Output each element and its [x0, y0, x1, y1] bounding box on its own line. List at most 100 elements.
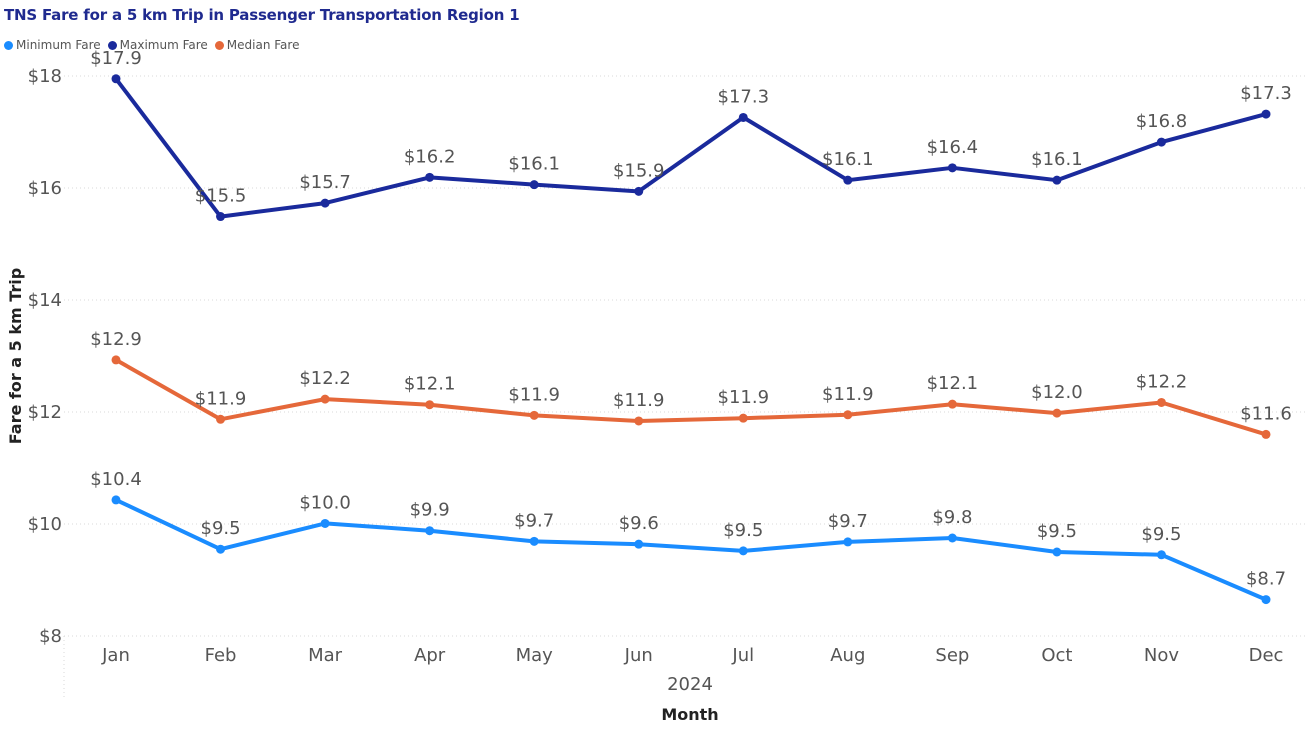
- data-point-maximum-fare-jul: [738, 112, 748, 122]
- y-tick-label-8: $8: [39, 626, 62, 647]
- x-tick-label-may: May: [516, 645, 554, 666]
- data-point-minimum-fare-feb: [216, 544, 226, 554]
- legend-item-maximum-fare[interactable]: Maximum Fare: [107, 38, 208, 52]
- x-tick-label-oct: Oct: [1041, 645, 1072, 666]
- data-point-maximum-fare-jan: [111, 74, 121, 84]
- data-label-minimum-fare-may: $9.7: [514, 510, 554, 531]
- data-point-median-fare-mar: [320, 394, 330, 404]
- data-label-minimum-fare-feb: $9.5: [201, 518, 241, 539]
- legend-item-minimum-fare[interactable]: Minimum Fare: [4, 38, 101, 52]
- x-tick-label-apr: Apr: [414, 645, 446, 666]
- data-point-minimum-fare-apr: [425, 526, 435, 536]
- data-point-maximum-fare-mar: [320, 198, 330, 208]
- x-tick-label-dec: Dec: [1249, 645, 1284, 666]
- data-point-maximum-fare-dec: [1261, 109, 1271, 119]
- legend-label-maximum-fare: Maximum Fare: [119, 38, 208, 52]
- data-point-median-fare-may: [529, 410, 539, 420]
- data-label-median-fare-mar: $12.2: [299, 368, 351, 389]
- data-label-median-fare-feb: $11.9: [195, 388, 247, 409]
- y-axis-title: Fare for a 5 km Trip: [6, 268, 25, 444]
- data-label-maximum-fare-apr: $16.2: [404, 146, 456, 167]
- data-point-median-fare-aug: [843, 410, 853, 420]
- data-point-median-fare-jan: [111, 355, 121, 365]
- data-point-minimum-fare-nov: [1156, 550, 1166, 560]
- legend-label-median-fare: Median Fare: [226, 38, 300, 52]
- data-label-maximum-fare-oct: $16.1: [1031, 149, 1083, 170]
- data-label-minimum-fare-mar: $10.0: [299, 492, 351, 513]
- series-line-minimum-fare: [114, 497, 1268, 602]
- x-group-label-year: 2024: [667, 674, 713, 695]
- data-label-maximum-fare-dec: $17.3: [1240, 83, 1292, 104]
- data-label-median-fare-sep: $12.1: [927, 373, 979, 394]
- data-point-median-fare-jul: [738, 413, 748, 423]
- data-label-maximum-fare-may: $16.1: [508, 154, 560, 175]
- data-label-minimum-fare-jul: $9.5: [723, 520, 763, 541]
- data-label-maximum-fare-nov: $16.8: [1136, 111, 1188, 132]
- data-point-minimum-fare-aug: [843, 537, 853, 547]
- x-tick-label-mar: Mar: [308, 645, 343, 666]
- legend-marker-maximum-fare: [107, 40, 117, 50]
- data-point-maximum-fare-may: [529, 180, 539, 190]
- data-point-minimum-fare-jul: [738, 546, 748, 556]
- data-label-median-fare-oct: $12.0: [1031, 382, 1083, 403]
- data-point-median-fare-sep: [947, 399, 957, 409]
- x-tick-label-jul: Jul: [731, 645, 754, 666]
- y-tick-label-16: $16: [28, 178, 62, 199]
- data-label-maximum-fare-jan: $17.9: [90, 48, 142, 69]
- data-point-median-fare-oct: [1052, 408, 1062, 418]
- legend-marker-median-fare: [214, 40, 224, 50]
- legend-item-median-fare[interactable]: Median Fare: [214, 38, 300, 52]
- data-label-minimum-fare-oct: $9.5: [1037, 521, 1077, 542]
- data-point-median-fare-feb: [216, 414, 226, 424]
- data-label-maximum-fare-aug: $16.1: [822, 149, 874, 170]
- data-label-maximum-fare-feb: $15.5: [195, 186, 247, 207]
- y-tick-label-12: $12: [28, 402, 62, 423]
- x-tick-label-sep: Sep: [935, 645, 969, 666]
- x-tick-label-aug: Aug: [830, 645, 865, 666]
- y-tick-label-14: $14: [28, 290, 62, 311]
- data-label-median-fare-jun: $11.9: [613, 390, 665, 411]
- x-tick-label-jun: Jun: [624, 645, 653, 666]
- data-label-maximum-fare-jul: $17.3: [718, 86, 770, 107]
- data-label-maximum-fare-jun: $15.9: [613, 160, 665, 181]
- data-label-median-fare-nov: $12.2: [1136, 371, 1188, 392]
- data-label-median-fare-jul: $11.9: [718, 387, 770, 408]
- data-point-maximum-fare-apr: [425, 172, 435, 182]
- data-label-minimum-fare-jun: $9.6: [619, 513, 659, 534]
- data-point-median-fare-jun: [634, 416, 644, 426]
- data-label-minimum-fare-nov: $9.5: [1141, 524, 1181, 545]
- data-point-minimum-fare-jan: [111, 495, 121, 505]
- data-label-maximum-fare-sep: $16.4: [927, 137, 979, 158]
- x-tick-label-nov: Nov: [1144, 645, 1179, 666]
- data-label-median-fare-apr: $12.1: [404, 374, 456, 395]
- data-point-median-fare-nov: [1156, 397, 1166, 407]
- chart-title: TNS Fare for a 5 km Trip in Passenger Tr…: [4, 6, 520, 24]
- legend-label-minimum-fare: Minimum Fare: [16, 38, 101, 52]
- series-line-maximum-fare: [114, 76, 1268, 219]
- y-tick-label-18: $18: [28, 66, 62, 87]
- x-tick-label-feb: Feb: [205, 645, 237, 666]
- data-point-minimum-fare-mar: [320, 518, 330, 528]
- data-point-median-fare-apr: [425, 400, 435, 410]
- legend-marker-minimum-fare: [4, 40, 13, 50]
- y-tick-label-10: $10: [28, 514, 62, 535]
- data-point-minimum-fare-may: [529, 536, 539, 546]
- data-point-maximum-fare-jun: [634, 186, 644, 196]
- data-label-median-fare-jan: $12.9: [90, 329, 142, 350]
- data-label-median-fare-may: $11.9: [508, 384, 560, 405]
- x-axis-title: Month: [661, 705, 718, 724]
- data-label-minimum-fare-apr: $9.9: [410, 500, 450, 521]
- series-line-median-fare: [114, 357, 1268, 437]
- data-point-maximum-fare-sep: [947, 163, 957, 173]
- data-point-maximum-fare-feb: [216, 212, 226, 222]
- data-label-median-fare-dec: $11.6: [1240, 403, 1292, 424]
- legend: Minimum Fare Maximum Fare Median Fare: [4, 38, 306, 52]
- data-label-maximum-fare-mar: $15.7: [299, 172, 351, 193]
- data-point-minimum-fare-oct: [1052, 547, 1062, 557]
- data-label-minimum-fare-jan: $10.4: [90, 469, 142, 490]
- x-tick-label-jan: Jan: [101, 645, 130, 666]
- data-label-median-fare-aug: $11.9: [822, 384, 874, 405]
- data-point-minimum-fare-jun: [634, 539, 644, 549]
- data-label-minimum-fare-aug: $9.7: [828, 511, 868, 532]
